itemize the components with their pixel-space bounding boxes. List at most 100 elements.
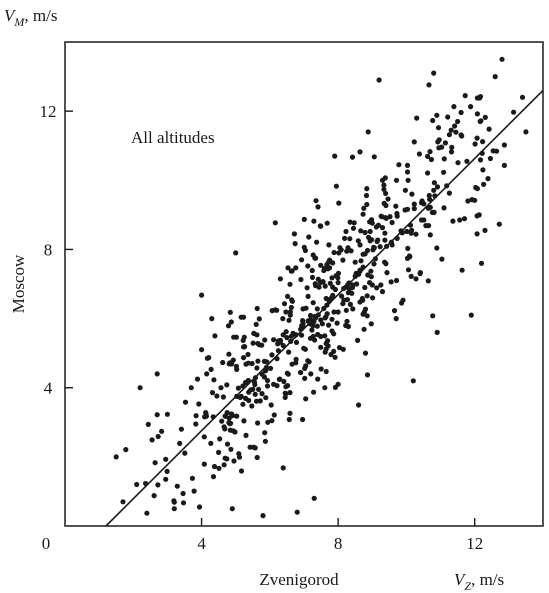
data-point [408, 273, 414, 279]
data-point [191, 488, 197, 494]
data-point [413, 231, 419, 237]
data-point [226, 351, 232, 357]
data-point [323, 346, 329, 352]
data-point [281, 378, 287, 385]
data-point [343, 228, 349, 235]
data-point [313, 198, 319, 204]
data-point [426, 82, 432, 88]
data-point [474, 186, 480, 192]
data-point [277, 337, 283, 343]
data-point [365, 272, 371, 278]
data-point [309, 274, 316, 280]
data-point [285, 265, 291, 271]
data-point [414, 115, 420, 121]
data-point [293, 356, 299, 362]
data-point [487, 155, 493, 162]
data-point [459, 267, 465, 273]
data-point [409, 191, 415, 197]
data-point [367, 228, 373, 235]
data-point [335, 270, 342, 276]
data-point [171, 498, 177, 504]
data-point [196, 401, 202, 407]
data-point [256, 316, 262, 322]
data-point [287, 410, 293, 416]
data-point [151, 493, 157, 499]
data-point [283, 329, 289, 335]
data-point [402, 187, 408, 193]
data-point [199, 347, 205, 353]
data-point [355, 337, 361, 343]
data-point [204, 371, 210, 377]
data-point [427, 149, 433, 155]
data-point [448, 149, 455, 155]
data-point [253, 398, 260, 404]
data-point [404, 228, 410, 235]
data-point [302, 346, 308, 352]
data-point [243, 432, 249, 438]
data-point [228, 319, 234, 325]
data-point [293, 339, 300, 345]
data-point [439, 256, 445, 262]
data-point [123, 447, 129, 453]
data-point [457, 217, 463, 223]
data-point [313, 255, 319, 261]
data-point [299, 257, 305, 263]
data-point [234, 413, 240, 419]
data-point [262, 438, 268, 444]
data-point [393, 277, 400, 284]
data-point [261, 358, 267, 364]
data-point [219, 418, 225, 424]
data-point [208, 366, 214, 372]
data-point [474, 135, 480, 141]
data-point [201, 434, 207, 440]
data-point [468, 104, 474, 110]
data-point [357, 149, 363, 155]
data-point [300, 306, 306, 312]
data-point [431, 209, 437, 215]
data-point [352, 259, 358, 265]
data-point [344, 297, 350, 303]
data-point [315, 204, 321, 210]
data-point [252, 382, 258, 388]
x-tick-label: 4 [197, 534, 206, 553]
data-point [299, 332, 305, 338]
data-point [453, 129, 459, 135]
data-point [472, 197, 478, 203]
data-point [286, 349, 292, 355]
data-point [373, 224, 379, 230]
data-point [427, 232, 433, 238]
data-point [309, 267, 315, 274]
data-point [263, 364, 269, 370]
data-point [384, 270, 390, 276]
data-point [474, 231, 480, 237]
data-point [231, 458, 237, 464]
data-point [446, 190, 452, 196]
y-unit-label: VM, m/s [4, 6, 57, 29]
data-point [243, 361, 249, 367]
data-point [406, 253, 413, 259]
data-point [382, 175, 388, 181]
data-point [389, 242, 395, 248]
data-point [264, 383, 271, 389]
data-point [349, 154, 356, 160]
y-tick-label: 4 [44, 379, 53, 398]
data-point [362, 229, 368, 236]
plot-frame [64, 41, 544, 527]
data-point [227, 309, 233, 315]
data-point [311, 218, 317, 224]
data-point [276, 376, 282, 382]
data-point [342, 235, 348, 241]
data-point [238, 314, 244, 320]
data-point [434, 184, 441, 190]
data-point [212, 333, 218, 339]
data-point [378, 282, 384, 288]
y-unit-sub: M [13, 15, 25, 29]
data-point [477, 118, 483, 125]
data-point [391, 308, 398, 314]
data-point [331, 348, 337, 354]
data-point [347, 301, 353, 307]
data-point [280, 316, 286, 322]
data-point [369, 220, 375, 226]
data-point [288, 333, 294, 339]
